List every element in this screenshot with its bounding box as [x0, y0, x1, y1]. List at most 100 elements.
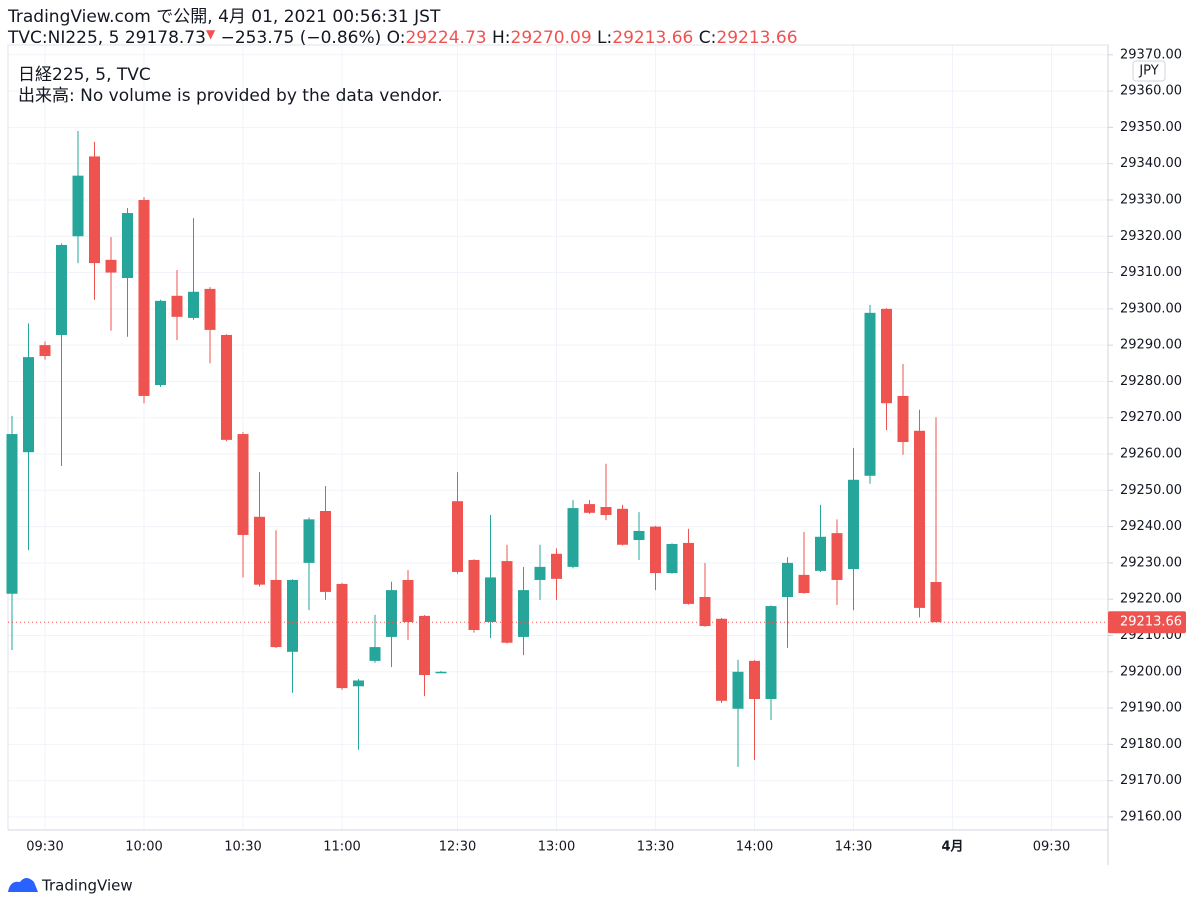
candle-body [881, 308, 892, 404]
y-tick-label: 29220.00 [1120, 592, 1182, 607]
y-tick-label: 29180.00 [1120, 737, 1182, 752]
candle-body [633, 530, 645, 541]
candle-body [386, 590, 397, 637]
candle-body [6, 434, 18, 594]
candle-body [23, 357, 34, 453]
y-tick-label: 29270.00 [1120, 410, 1182, 425]
candle-body [683, 542, 694, 604]
candle-body [468, 559, 480, 631]
candle-body [914, 430, 925, 608]
last-price: 29178.73 [125, 28, 206, 48]
candle-body [765, 606, 777, 699]
x-tick-label: 10:30 [224, 840, 261, 855]
footer-brand: TradingView [41, 877, 133, 895]
candle-body [567, 508, 579, 567]
candle-body [732, 671, 744, 709]
candle-body [699, 597, 711, 627]
candle-body [237, 434, 249, 535]
y-tick-label: 29230.00 [1120, 555, 1182, 570]
y-tick-label: 29350.00 [1120, 120, 1182, 135]
candle-body [452, 501, 463, 572]
l-value: 29213.66 [612, 28, 693, 48]
candle-body [105, 259, 117, 273]
currency-box[interactable] [1132, 60, 1166, 82]
candle-body [303, 519, 315, 563]
logo-icon [8, 878, 38, 892]
y-tick-label: 29370.00 [1120, 47, 1182, 62]
l-label: L: [597, 28, 612, 48]
candle-body [39, 345, 51, 357]
last-price-label: 29213.66 [1120, 615, 1182, 630]
candle-body [254, 516, 265, 585]
x-tick-label: 13:30 [637, 840, 674, 855]
h-label: H: [492, 28, 511, 48]
candle-body [831, 533, 843, 580]
y-tick-label: 29360.00 [1120, 84, 1182, 99]
c-label: C: [699, 28, 717, 48]
candle-body [815, 536, 826, 571]
candle-body [666, 544, 678, 574]
change: −253.75 (−0.86%) [221, 28, 382, 48]
x-tick-label: 09:30 [1033, 840, 1070, 855]
candle-body [617, 508, 628, 545]
candle-body [122, 213, 133, 278]
y-tick-label: 29170.00 [1120, 773, 1182, 788]
candle-body [749, 660, 760, 699]
candle-body [534, 566, 546, 580]
candle-body [320, 510, 331, 592]
candle-body [798, 574, 810, 594]
c-value: 29213.66 [716, 28, 797, 48]
candle-body [336, 583, 348, 689]
candle-body [353, 680, 364, 687]
h-value: 29270.09 [511, 28, 592, 48]
candle-body [155, 300, 166, 386]
y-tick-label: 29310.00 [1120, 265, 1182, 280]
candle-body [716, 618, 727, 701]
candle-body [584, 504, 595, 513]
candle-body [848, 479, 859, 570]
candle-body [419, 615, 430, 676]
candle-body [551, 553, 562, 579]
y-tick-label: 29200.00 [1120, 664, 1182, 679]
x-tick-label: 14:00 [736, 840, 773, 855]
last-price-box [1108, 611, 1186, 634]
x-tick-label: 4月 [941, 840, 963, 855]
header-quote: TVC:NI225, 5 29178.73▼ −253.75 (−0.86%) … [7, 24, 798, 48]
candle-body [650, 526, 661, 574]
candle-body [435, 671, 447, 674]
candle-body [518, 590, 529, 637]
logo [8, 878, 38, 892]
candle-body [89, 156, 100, 264]
header-site: TradingView.com で公開, 4月 01, 2021 00:56:3… [7, 7, 441, 27]
y-tick-label: 29160.00 [1120, 809, 1182, 824]
chart-subtitle: 出来高: No volume is provided by the data v… [18, 86, 443, 106]
candles [6, 131, 942, 767]
o-value: 29224.73 [405, 28, 486, 48]
candle-body [287, 579, 298, 652]
candle-body [402, 579, 414, 623]
y-tick-label: 29280.00 [1120, 374, 1182, 389]
x-tick-label: 12:30 [439, 840, 476, 855]
y-tick-label: 29320.00 [1120, 229, 1182, 244]
candle-body [72, 175, 84, 237]
candle-body [782, 562, 793, 598]
o-label: O: [387, 28, 406, 48]
y-tick-label: 29300.00 [1120, 301, 1182, 316]
change-arrow: ▼ [206, 27, 216, 41]
x-tick-label: 14:30 [835, 840, 872, 855]
currency[interactable]: JPY [1138, 64, 1158, 79]
candle-body [138, 199, 150, 396]
y-tick-label: 29260.00 [1120, 447, 1182, 462]
candle-body [56, 244, 67, 335]
x-tick-label: 11:00 [323, 840, 360, 855]
symbol: TVC:NI225, 5 [7, 28, 119, 48]
candle-body [501, 561, 513, 643]
x-tick-label: 09:30 [26, 840, 63, 855]
candle-body [864, 312, 876, 476]
candle-body [221, 334, 232, 440]
x-tick-label: 13:00 [538, 840, 575, 855]
y-tick-label: 29330.00 [1120, 192, 1182, 207]
y-tick-label: 29240.00 [1120, 519, 1182, 534]
